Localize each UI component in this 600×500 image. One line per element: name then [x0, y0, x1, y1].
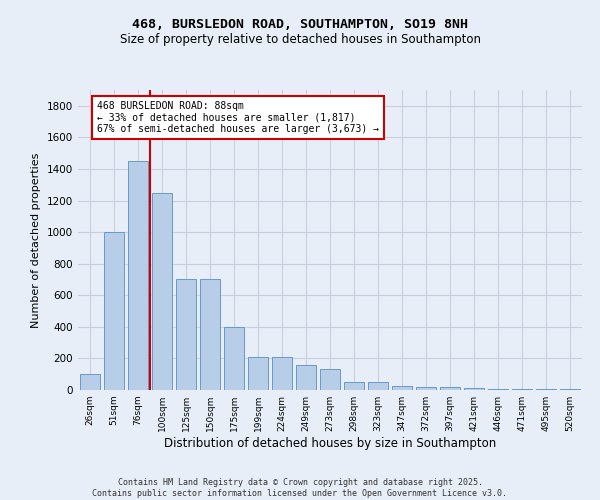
Bar: [80, 374, 100, 390]
Bar: [512, 388, 532, 390]
Bar: [128, 161, 148, 390]
Text: 468 BURSLEDON ROAD: 88sqm
← 33% of detached houses are smaller (1,817)
67% of se: 468 BURSLEDON ROAD: 88sqm ← 33% of detac…: [97, 101, 379, 134]
Bar: [464, 388, 484, 390]
Bar: [104, 232, 124, 390]
Text: Contains HM Land Registry data © Crown copyright and database right 2025.
Contai: Contains HM Land Registry data © Crown c…: [92, 478, 508, 498]
Bar: [368, 382, 388, 390]
Bar: [224, 327, 244, 390]
Bar: [272, 357, 292, 390]
Text: Size of property relative to detached houses in Southampton: Size of property relative to detached ho…: [119, 32, 481, 46]
Bar: [320, 370, 340, 390]
Bar: [248, 357, 268, 390]
Bar: [392, 386, 412, 390]
X-axis label: Distribution of detached houses by size in Southampton: Distribution of detached houses by size …: [164, 437, 496, 450]
Y-axis label: Number of detached properties: Number of detached properties: [31, 152, 41, 328]
Bar: [344, 382, 364, 390]
Bar: [560, 389, 580, 390]
Bar: [296, 364, 316, 390]
Bar: [152, 192, 172, 390]
Text: 468, BURSLEDON ROAD, SOUTHAMPTON, SO19 8NH: 468, BURSLEDON ROAD, SOUTHAMPTON, SO19 8…: [132, 18, 468, 30]
Bar: [488, 388, 508, 390]
Bar: [440, 387, 460, 390]
Bar: [200, 280, 220, 390]
Bar: [536, 389, 556, 390]
Bar: [416, 387, 436, 390]
Bar: [176, 280, 196, 390]
